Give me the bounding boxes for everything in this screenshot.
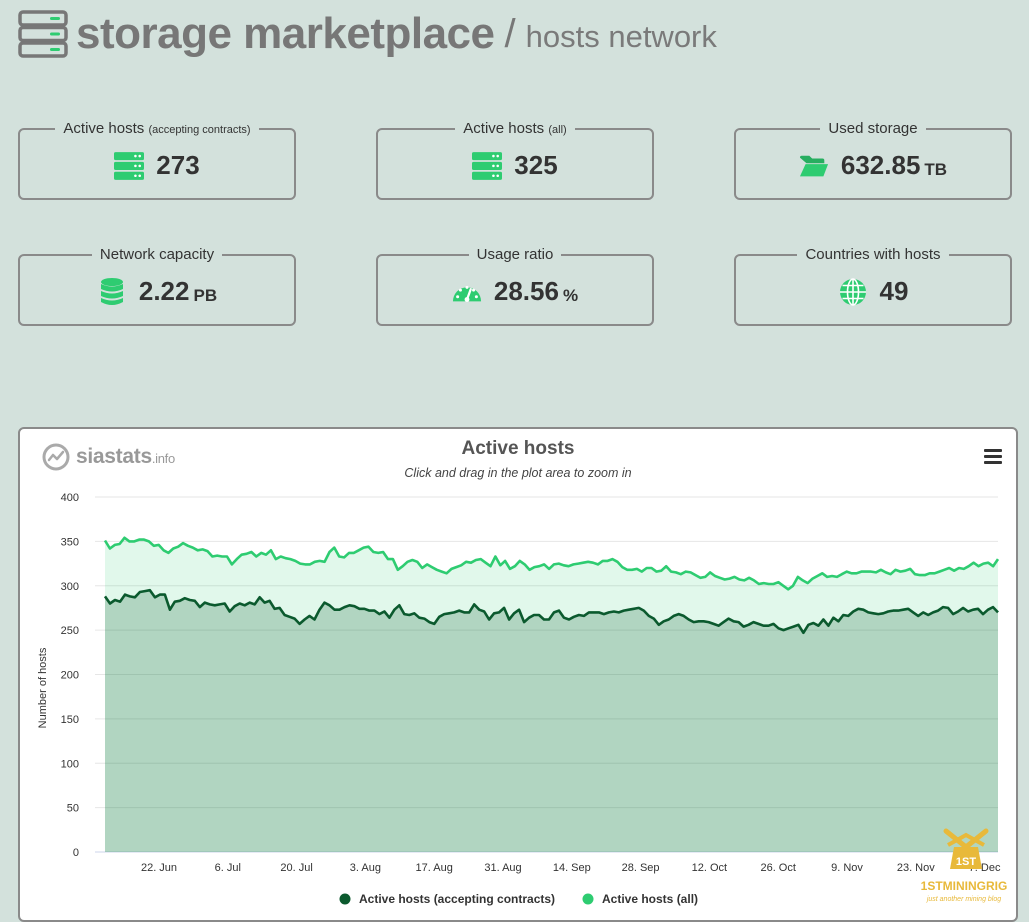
legend-marker <box>339 893 351 905</box>
x-tick-label: 23. Nov <box>897 862 935 874</box>
x-tick-label: 22. Jun <box>141 862 177 874</box>
active-hosts-chart-panel: siastats.info Active hosts Click and dra… <box>18 427 1018 922</box>
server-stack-icon <box>18 10 68 58</box>
x-tick-label: 6. Jul <box>215 862 241 874</box>
grid-lines <box>95 496 998 853</box>
x-tick-label: 12. Oct <box>692 862 727 874</box>
server-icon <box>114 151 145 180</box>
series-lines <box>103 536 1000 635</box>
series-area-0 <box>105 590 998 852</box>
x-tick-label: 28. Sep <box>622 862 660 874</box>
stat-value: 28.56 <box>493 276 559 306</box>
page-subtitle: hosts network <box>525 19 717 54</box>
watermark-title: 1STMININGRIG <box>921 879 1008 893</box>
brand-suffix: .info <box>151 451 175 466</box>
chart-title: Active hosts <box>462 438 575 459</box>
series-line-1[interactable] <box>103 536 1000 591</box>
x-tick-label: 17. Aug <box>416 862 453 874</box>
y-tick-label: 0 <box>73 847 79 859</box>
x-tick-label: 31. Aug <box>484 862 521 874</box>
stat-unit: % <box>562 285 579 305</box>
series-areas <box>105 537 998 852</box>
stat-card-countries: Countries with hosts 49 <box>734 246 1012 326</box>
siastats-logo-icon <box>42 443 70 471</box>
series-line-0[interactable] <box>103 588 999 635</box>
stat-value: 325 <box>514 150 558 180</box>
legend-marker <box>582 893 594 905</box>
chart-svg[interactable]: Active hosts Click and drag in the plot … <box>20 429 1016 920</box>
stat-label-small: (accepting contracts) <box>148 124 251 136</box>
stat-card-active-hosts-all: Active hosts (all) 325 <box>376 120 654 200</box>
stat-value: 273 <box>156 150 200 180</box>
stat-unit: PB <box>193 285 218 305</box>
stat-value: 2.22 <box>138 276 190 306</box>
stat-card-usage-ratio: Usage ratio 28.56 % <box>376 246 654 326</box>
x-axis-ticks: 22. Jun 6. Jul 20. Jul 3. Aug 17. Aug 31. Aug… <box>141 862 1001 874</box>
series-area-1 <box>105 537 998 852</box>
stat-value: 632.85 <box>840 150 921 180</box>
x-tick-label: 14. Sep <box>553 862 591 874</box>
stat-card-used-storage: Used storage 632.85 TB <box>734 120 1012 200</box>
server-icon <box>472 151 503 180</box>
y-tick-label: 200 <box>61 670 79 682</box>
y-tick-label: 400 <box>61 492 79 504</box>
stat-unit: TB <box>924 159 948 179</box>
gauge-icon <box>452 285 481 302</box>
y-tick-label: 50 <box>67 803 79 815</box>
y-axis-ticks: 0 50 100 150 200 250 300 350 400 <box>61 492 79 859</box>
folder-open-icon <box>799 155 828 176</box>
y-axis-label: Number of hosts <box>37 647 49 728</box>
legend-item-1[interactable]: Active hosts (all) <box>582 892 699 906</box>
y-tick-label: 100 <box>61 758 79 770</box>
page-header: storage marketplace / hosts network <box>18 6 717 62</box>
y-tick-label: 250 <box>61 625 79 637</box>
stat-label: Usage ratio <box>476 246 554 263</box>
brand-name: siastats <box>76 445 152 468</box>
legend-label: Active hosts (all) <box>602 892 698 906</box>
y-tick-label: 350 <box>61 536 79 548</box>
x-tick-label: 20. Jul <box>280 862 312 874</box>
title-separator: / <box>504 11 516 56</box>
x-tick-label: 9. Nov <box>831 862 863 874</box>
globe-icon <box>839 277 866 306</box>
chart-legend[interactable]: Active hosts (accepting contracts) Active… <box>339 892 699 906</box>
stat-label: Active hosts <box>63 120 145 137</box>
stat-label: Active hosts <box>463 120 545 137</box>
y-tick-label: 300 <box>61 581 79 593</box>
x-tick-label: 3. Aug <box>350 862 381 874</box>
legend-item-0[interactable]: Active hosts (accepting contracts) <box>339 892 556 906</box>
page-title: storage marketplace <box>76 9 495 58</box>
stat-value: 49 <box>879 276 909 306</box>
watermark-logo: 1ST 1STMININGRIG just another mining blo… <box>921 828 1008 903</box>
watermark-badge: 1ST <box>956 856 976 868</box>
stat-card-active-hosts-accepting: Active hosts (accepting contracts) 273 <box>18 120 296 200</box>
siastats-brand: siastats.info <box>42 443 175 471</box>
y-tick-label: 150 <box>61 714 79 726</box>
chart-subtitle: Click and drag in the plot area to zoom … <box>404 466 631 480</box>
stat-label: Network capacity <box>99 246 215 263</box>
stat-label: Countries with hosts <box>805 246 941 263</box>
stat-label: Used storage <box>828 120 918 137</box>
stat-label-small: (all) <box>548 124 567 136</box>
stat-card-network-capacity: Network capacity 2.22 PB <box>18 246 296 326</box>
database-icon <box>100 277 123 305</box>
hamburger-menu-icon[interactable] <box>984 449 1002 464</box>
x-tick-label: 26. Oct <box>760 862 795 874</box>
watermark-tagline: just another mining blog <box>926 896 1001 903</box>
legend-label: Active hosts (accepting contracts) <box>359 892 555 906</box>
